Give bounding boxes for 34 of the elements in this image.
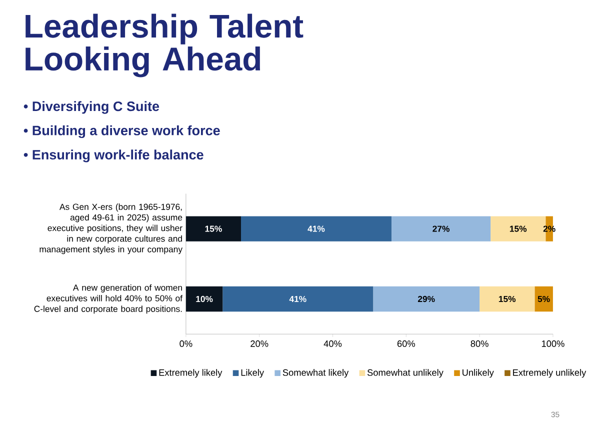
x-tick-label: 80% (470, 340, 488, 347)
data-label: 41% (289, 296, 306, 302)
x-tick-label: 0% (180, 340, 192, 347)
bar (373, 286, 480, 312)
x-tick-label: 20% (250, 340, 268, 347)
legend-label: Somewhat likely (282, 369, 349, 378)
legend-label: Extremely likely (159, 369, 222, 378)
legend-label: Unlikely (462, 369, 494, 378)
legend-label: Somewhat unlikely (367, 369, 444, 378)
chart-title: Leadership Talent Looking Ahead (26, 14, 304, 78)
data-label: 15% (498, 296, 516, 302)
data-label: 5% (538, 296, 550, 302)
data-label: 29% (418, 296, 435, 302)
x-tick-label: 40% (324, 340, 342, 347)
bar (186, 286, 223, 312)
legend-label: Likely (241, 369, 264, 378)
bar (241, 216, 392, 242)
text: • Ensuring work-life balance (24, 150, 204, 162)
bar (222, 286, 374, 312)
data-label: 41% (308, 226, 325, 232)
legend-label: Extremely unlikely (513, 369, 586, 378)
data-label: 10% (196, 296, 213, 302)
y-tick-label: A new generation of women executives will hold 40% to 50% of C-level and corporate board positions. (34, 284, 183, 314)
data-label: 15% (510, 226, 527, 232)
y-tick-label: As Gen X-ers (born 1965-1976, aged 49-61 in 2025) assume executive positions, they will usher in new corporate cultures and management styles in your company (40, 204, 182, 254)
text: • Diversifying C Suite (24, 101, 160, 114)
bar (391, 216, 491, 242)
text: • Building a diverse work force (24, 125, 220, 138)
data-label: 15% (205, 226, 222, 232)
bar (480, 286, 535, 312)
x-tick-label: 100% (542, 340, 564, 347)
data-label: 27% (432, 226, 450, 232)
x-tick-label: 60% (397, 340, 416, 347)
bar (186, 216, 241, 242)
